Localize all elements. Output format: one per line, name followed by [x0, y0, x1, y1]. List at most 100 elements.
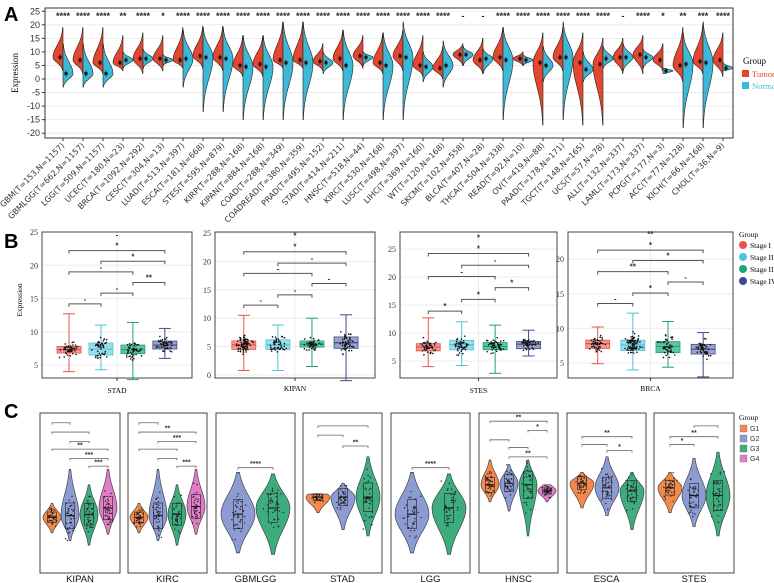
legend-label: Stage III [750, 265, 774, 274]
jitter-point [245, 351, 248, 353]
violin [148, 468, 168, 541]
jitter-point [278, 343, 281, 346]
jitter-point [670, 483, 672, 485]
boxplot-kipan: 0 5 10 15 20 25 * - - - - - * KIPAN [203, 229, 376, 393]
boxplot-stes: 5 10 15 20 25 * - - * * * * STES [388, 231, 558, 395]
jitter-point [275, 504, 277, 506]
significance-label: - [277, 264, 280, 273]
jitter-point [457, 506, 459, 509]
significance-bracket [68, 250, 166, 254]
normal-violin [102, 43, 114, 88]
jitter-point [195, 498, 197, 500]
normal-violin [502, 27, 514, 120]
significance-label: **** [396, 11, 411, 21]
jitter-point [700, 351, 703, 354]
jitter-point [245, 504, 247, 506]
jitter-point [598, 342, 601, 345]
jitter-point [490, 495, 492, 497]
y-axis-label: Expression [10, 53, 20, 93]
jitter-point [68, 499, 70, 502]
jitter-point [88, 506, 90, 508]
jitter-point [369, 503, 371, 505]
jitter-point [543, 491, 546, 494]
jitter-point [448, 517, 450, 520]
jitter-point [495, 348, 498, 351]
significance-label: ** [146, 274, 153, 283]
jitter-point [508, 478, 510, 481]
jitter-point [636, 494, 638, 497]
jitter-point [664, 338, 667, 341]
jitter-point [349, 344, 351, 347]
jitter-point [106, 502, 109, 504]
jitter-point [691, 512, 694, 514]
jitter-point [191, 522, 194, 524]
jitter-point [525, 460, 528, 463]
jitter-point [499, 343, 501, 345]
jitter-point [689, 504, 691, 507]
jitter-point [178, 510, 180, 513]
jitter-point [174, 518, 177, 520]
jitter-point [336, 501, 338, 504]
jitter-point [313, 339, 316, 342]
jitter-point [592, 342, 594, 345]
jitter-point [633, 352, 635, 354]
significance-label: **** [216, 11, 231, 21]
jitter-point [599, 340, 601, 342]
jitter-point [246, 345, 249, 348]
jitter-point [72, 341, 75, 343]
jitter-point [601, 338, 603, 341]
jitter-point [319, 498, 321, 501]
jitter-point [662, 346, 665, 349]
jitter-point [422, 336, 425, 339]
jitter-point [367, 480, 370, 482]
jitter-point [408, 515, 410, 518]
normal-violin [362, 51, 374, 66]
jitter-point [131, 348, 133, 351]
jitter-point [448, 482, 451, 484]
jitter-point [283, 348, 286, 351]
jitter-point [174, 528, 176, 530]
jitter-point [716, 492, 718, 495]
jitter-point [414, 506, 417, 508]
jitter-point [159, 511, 161, 513]
jitter-point [422, 345, 425, 348]
jitter-point [526, 462, 528, 464]
tumor-violin [352, 35, 364, 69]
jitter-point [175, 506, 177, 509]
jitter-point [456, 348, 459, 350]
tumor-violin [412, 35, 424, 77]
significance-label: **** [716, 11, 731, 21]
significance-bracket [427, 252, 530, 257]
y-tick-label: 0 [207, 371, 211, 380]
jitter-point [102, 339, 105, 342]
jitter-point [495, 341, 497, 343]
jitter-point [138, 522, 140, 525]
jitter-point [454, 491, 456, 493]
jitter-point [632, 331, 634, 333]
jitter-point [364, 500, 367, 502]
normal-violin [202, 27, 214, 112]
jitter-point [527, 341, 530, 343]
jitter-point [525, 485, 528, 487]
jitter-point [633, 336, 636, 339]
jitter-point [279, 348, 281, 351]
jitter-point [546, 491, 548, 493]
jitter-point [510, 478, 512, 480]
jitter-point [421, 344, 424, 346]
jitter-point [716, 509, 718, 511]
jitter-point [688, 511, 691, 514]
jitter-point [635, 347, 637, 350]
jitter-point [345, 336, 348, 339]
jitter-point [282, 347, 284, 350]
jitter-point [466, 343, 468, 345]
violin-lgg: **** LGG [390, 412, 471, 583]
jitter-point [233, 524, 236, 527]
jitter-point [126, 343, 129, 346]
normal-violin [182, 29, 194, 88]
jitter-point [238, 344, 241, 346]
jitter-point [51, 520, 53, 522]
jitter-point [604, 485, 606, 487]
jitter-point [344, 484, 346, 487]
jitter-point [68, 349, 71, 351]
plot-frame [44, 7, 734, 139]
